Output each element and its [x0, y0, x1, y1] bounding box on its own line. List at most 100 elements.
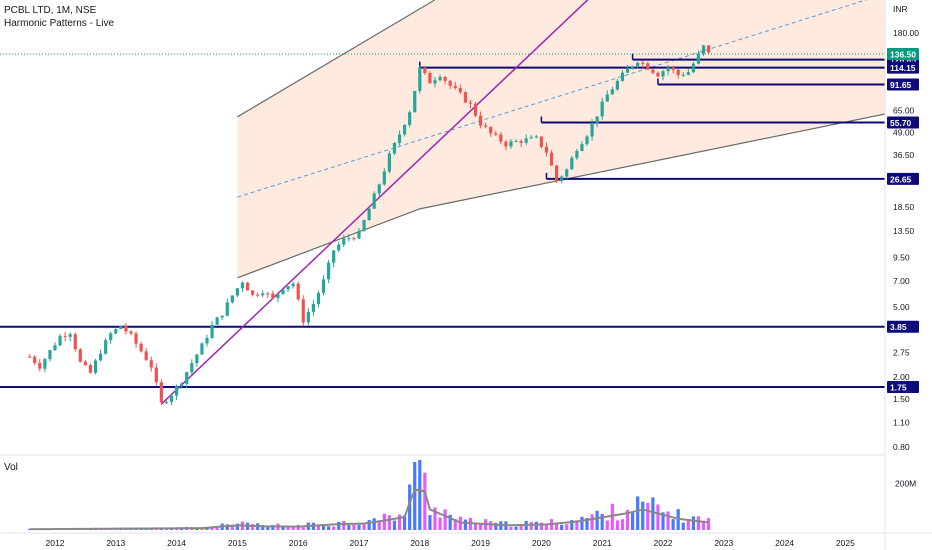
volume-bar [565, 524, 569, 530]
candle [327, 262, 331, 280]
candle [367, 208, 371, 221]
candle [403, 124, 407, 135]
candle [661, 71, 665, 77]
candle [169, 395, 174, 402]
candle [286, 286, 290, 290]
candle [362, 220, 366, 231]
candle [48, 350, 52, 360]
price-level-tag-text: 136.50 [890, 50, 916, 60]
volume-bar [271, 525, 275, 530]
candle [494, 133, 498, 135]
candle [509, 141, 513, 147]
candle [691, 63, 695, 73]
candle [43, 359, 47, 369]
candle [134, 333, 138, 344]
candle [210, 324, 214, 338]
volume-bar [666, 511, 670, 530]
candle [676, 69, 680, 75]
candle [266, 293, 270, 295]
volume-bar [641, 501, 645, 530]
volume-bar [534, 521, 538, 530]
volume-bar [327, 526, 331, 530]
candle [149, 360, 153, 368]
volume-bar [631, 512, 635, 530]
x-tick-label: 2022 [654, 538, 673, 548]
candle [139, 343, 143, 352]
x-tick-label: 2023 [714, 538, 733, 548]
volume-bar [291, 526, 295, 530]
candle [565, 169, 569, 177]
candle [235, 288, 239, 296]
y-tick-label: 13.50 [893, 226, 915, 236]
candle [190, 363, 194, 373]
price-level-tag-text: 3.85 [890, 322, 907, 332]
candle [159, 382, 163, 403]
candle [281, 289, 285, 294]
candle [387, 153, 391, 172]
volume-bar [251, 524, 255, 530]
candle [585, 136, 589, 144]
x-tick-label: 2015 [228, 538, 247, 548]
candle [570, 157, 574, 170]
channel-fill [237, 0, 885, 278]
price-level-tag [887, 116, 919, 129]
candle [580, 143, 584, 151]
candle [251, 290, 255, 295]
channel-lower-line [237, 113, 886, 279]
volume-bar [585, 517, 589, 530]
candle [220, 315, 224, 318]
y-tick-label: 1.10 [893, 417, 910, 427]
candle [124, 326, 128, 332]
volume-bar [519, 525, 523, 530]
candle [524, 138, 528, 143]
candle [499, 134, 503, 142]
volume-bar [352, 523, 356, 530]
candle [408, 112, 412, 125]
volume-axis-tick: 200M [895, 478, 916, 488]
candle [519, 141, 523, 143]
volume-bar [636, 496, 640, 530]
candle [605, 94, 609, 102]
candle [256, 294, 260, 296]
volume-bar [514, 526, 518, 530]
price-level-tag-text: 26.65 [890, 174, 912, 184]
candle [534, 136, 538, 138]
candle [93, 360, 98, 373]
volume-bar [707, 518, 711, 530]
volume-bar [671, 519, 675, 530]
candle [352, 238, 356, 240]
volume-bar [428, 515, 432, 530]
candle [68, 334, 72, 337]
volume-bar [580, 516, 584, 530]
candle [28, 356, 32, 358]
candle [656, 72, 660, 77]
price-level-tag-text: 126.85 [890, 55, 916, 65]
candle [185, 372, 189, 384]
candle [296, 283, 300, 300]
x-tick-label: 2019 [471, 538, 490, 548]
candle [671, 67, 675, 70]
volume-bar [625, 509, 630, 530]
candle [321, 279, 326, 293]
candle [53, 345, 57, 351]
candle [707, 45, 711, 53]
volume-bar [397, 514, 402, 530]
candle [489, 126, 493, 134]
volume-bar [382, 513, 386, 530]
price-level-tag-text: 1.75 [890, 383, 907, 393]
volume-bar [332, 526, 336, 530]
volume-bar [509, 526, 513, 530]
candle [180, 383, 184, 386]
candle [215, 317, 219, 325]
candle [73, 334, 77, 350]
volume-bar [347, 525, 351, 530]
volume-bar [225, 524, 229, 530]
volume-bar [489, 521, 493, 530]
volume-bar [28, 528, 32, 530]
candle [433, 80, 437, 84]
price-level-tag [887, 61, 919, 74]
candle [225, 302, 229, 316]
candle [164, 401, 169, 403]
y-tick-label: 18.50 [893, 202, 915, 212]
